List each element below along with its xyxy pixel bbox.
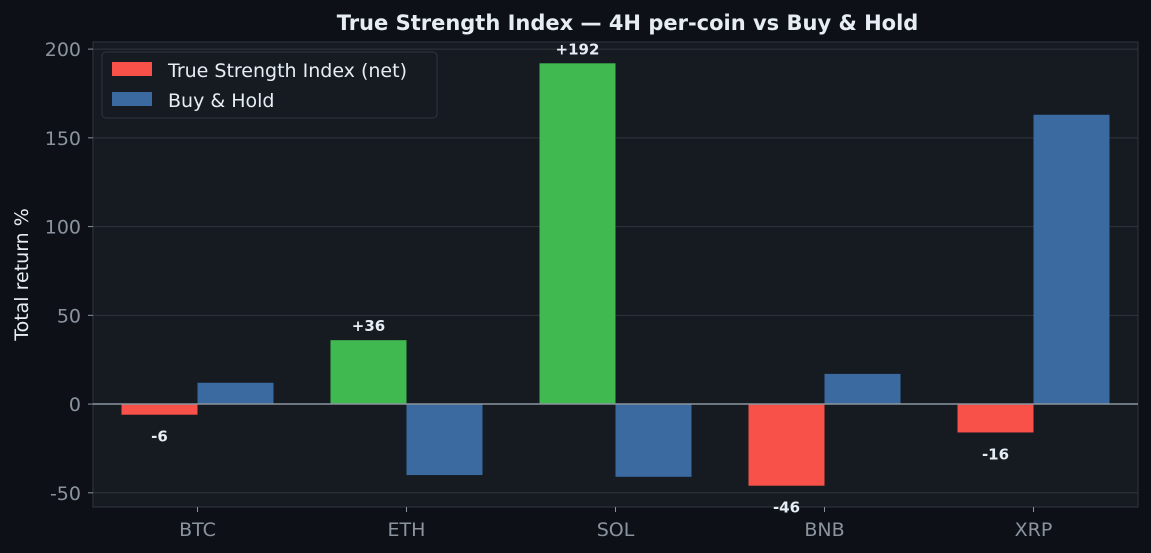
- x-tick-label: SOL: [597, 519, 635, 541]
- y-tick-label: -50: [50, 483, 81, 505]
- bar-value-label: -16: [982, 445, 1009, 463]
- bar-buy-hold-btc: [197, 382, 274, 405]
- legend-box: [101, 51, 438, 119]
- x-tick-label: BNB: [804, 519, 844, 541]
- legend-swatch-tsi: [112, 62, 152, 76]
- y-tick-label: 50: [57, 305, 81, 327]
- y-tick-label: 0: [69, 394, 81, 416]
- bar-buy-hold-bnb: [824, 373, 901, 405]
- legend: True Strength Index (net) Buy & Hold: [101, 51, 438, 119]
- y-axis-label: Total return %: [11, 208, 33, 342]
- bar-buy-hold-eth: [406, 404, 483, 476]
- bar-buy-hold-xrp: [1033, 114, 1110, 405]
- x-tick-label: XRP: [1015, 519, 1053, 541]
- x-axis-ticks: BTC ETH SOL BNB XRP: [179, 507, 1052, 541]
- bar-tsi-xrp: [957, 404, 1034, 433]
- legend-label-tsi: True Strength Index (net): [167, 60, 407, 82]
- bar-tsi-bnb: [748, 404, 825, 486]
- bar-value-label: +192: [556, 40, 600, 58]
- chart-title: True Strength Index — 4H per-coin vs Buy…: [337, 11, 919, 35]
- bar-value-label: -6: [151, 428, 168, 446]
- bars: [121, 63, 1110, 486]
- legend-label-buy-hold: Buy & Hold: [168, 90, 274, 112]
- x-tick-label: ETH: [388, 519, 426, 541]
- bar-value-label: +36: [352, 317, 385, 335]
- bar-value-label: -46: [773, 499, 800, 517]
- bar-tsi-sol: [539, 63, 616, 405]
- y-tick-label: 200: [45, 39, 81, 61]
- bar-tsi-eth: [330, 340, 407, 405]
- y-tick-label: 150: [45, 128, 81, 150]
- bar-buy-hold-sol: [615, 404, 692, 477]
- bar-value-labels: -6 +36 +192 -46 -16: [151, 40, 1009, 516]
- x-tick-label: BTC: [179, 519, 216, 541]
- legend-swatch-buy-hold: [112, 92, 152, 106]
- y-tick-label: 100: [45, 217, 81, 239]
- bar-tsi-btc: [121, 404, 198, 415]
- y-axis-ticks: -50 0 50 100 150 200: [45, 39, 93, 505]
